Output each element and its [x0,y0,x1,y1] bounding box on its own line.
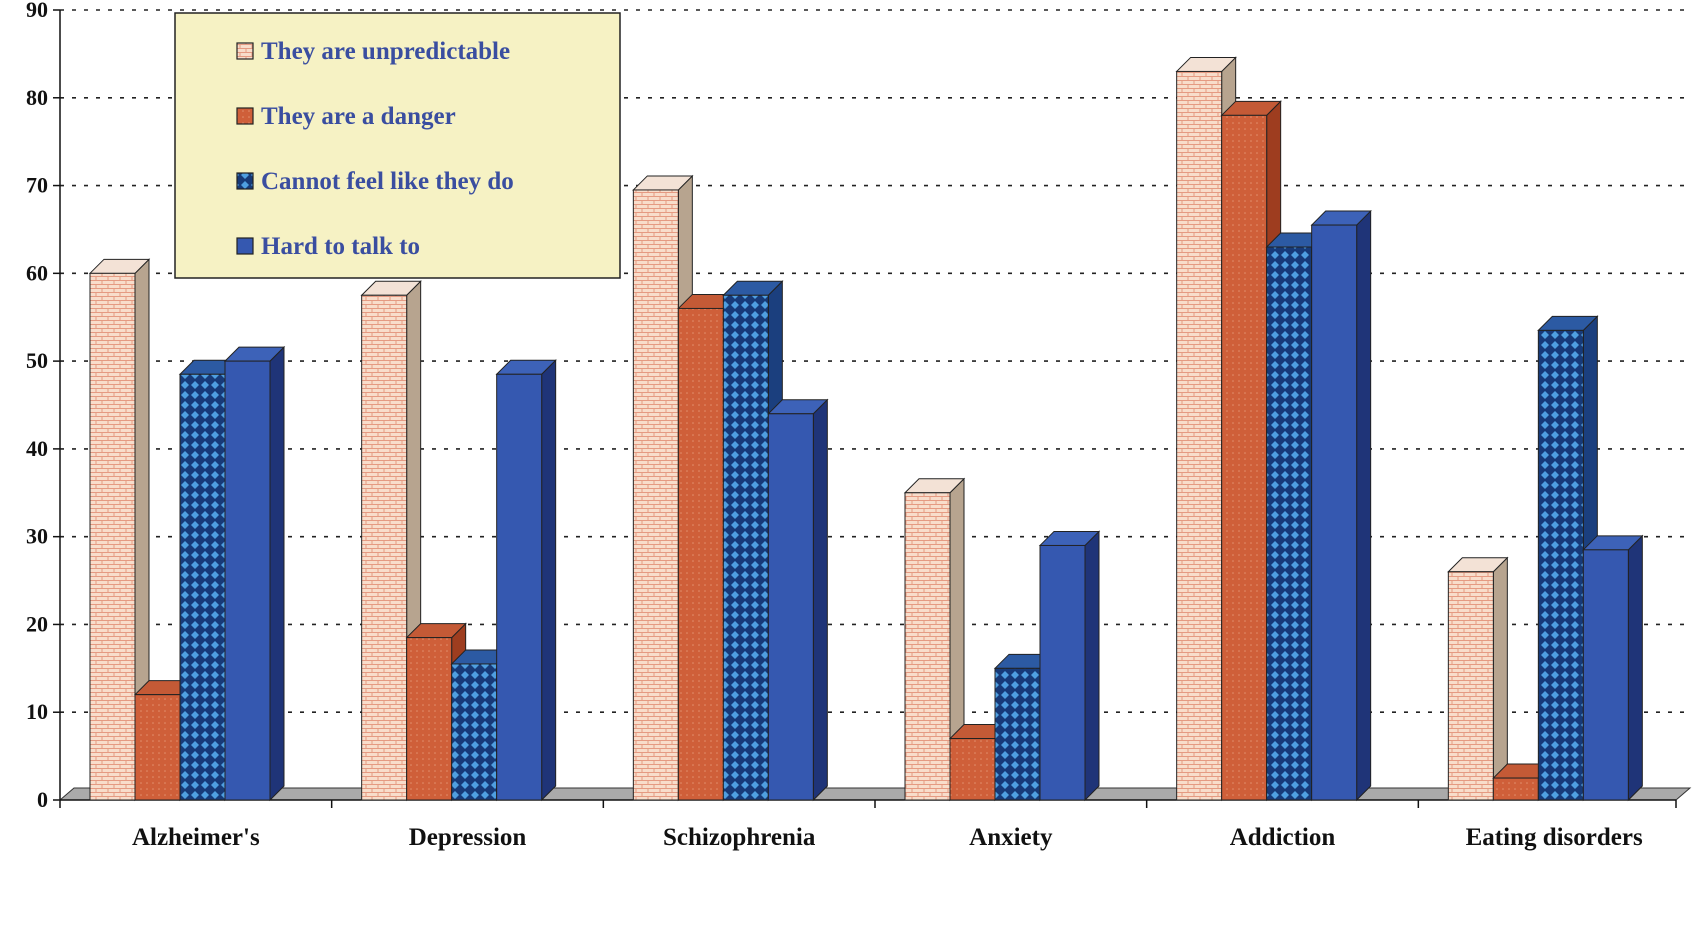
bar [1039,544,1086,801]
bar [1492,777,1539,801]
bar-side [1356,209,1372,802]
bar [1221,114,1268,801]
x-tick-label: Depression [409,824,527,851]
bar-side [1492,556,1508,802]
legend: They are unpredictable They are a danger C… [174,12,621,279]
bar [1176,70,1223,801]
floor-top [58,787,1692,801]
legend-swatch [236,237,254,255]
bars [88,56,1644,802]
legend-swatch [236,107,254,125]
legend-label: Cannot feel like they do [261,168,514,195]
bar [361,294,408,801]
bar [1447,571,1494,801]
legend-swatch [236,42,254,60]
bar [632,189,679,801]
y-tick-label: 0 [37,787,48,812]
bar [994,667,1041,801]
bar-side [812,398,828,802]
legend-label: They are a danger [261,103,456,130]
bar [1582,549,1629,801]
bar-side [1084,530,1100,802]
bar [767,413,814,801]
gridlines [60,9,1690,714]
bar [134,694,181,801]
bar-side [541,359,557,802]
bar [1537,329,1584,801]
x-tick-label: Addiction [1230,824,1336,851]
y-tick-label: 30 [26,524,48,549]
y-axis: 0 10 20 30 40 50 60 70 80 90 [26,0,61,812]
bar [179,373,226,801]
bar [496,373,543,801]
x-tick-label: Schizophrenia [663,824,816,851]
legend-swatch [236,172,254,190]
x-tick-label: Anxiety [969,824,1053,851]
legend-label: Hard to talk to [261,233,420,260]
y-tick-label: 70 [26,173,48,198]
bar [1266,246,1313,801]
bar [904,492,951,801]
y-tick-label: 90 [26,0,48,22]
y-tick-label: 80 [26,85,48,110]
x-tick-label: Eating disorders [1466,824,1643,851]
x-tick-label: Alzheimer's [132,824,260,851]
legend-label: They are unpredictable [261,38,510,65]
y-tick-label: 40 [26,436,48,461]
y-tick-label: 60 [26,260,48,285]
y-tick-label: 50 [26,348,48,373]
bar [451,663,498,801]
bar-side [1627,534,1643,802]
y-tick-label: 20 [26,611,48,636]
bar [677,307,724,801]
bar [224,360,271,801]
x-axis-labels: Alzheimer's Depression Schizophrenia Anxiet… [59,800,1677,851]
chart-floor [58,787,1692,801]
bar [1311,224,1358,801]
y-tick-label: 10 [26,699,48,724]
bar-side [269,345,285,802]
bar [89,272,136,801]
bar [949,738,996,801]
bar [406,637,453,801]
bar [722,294,769,801]
